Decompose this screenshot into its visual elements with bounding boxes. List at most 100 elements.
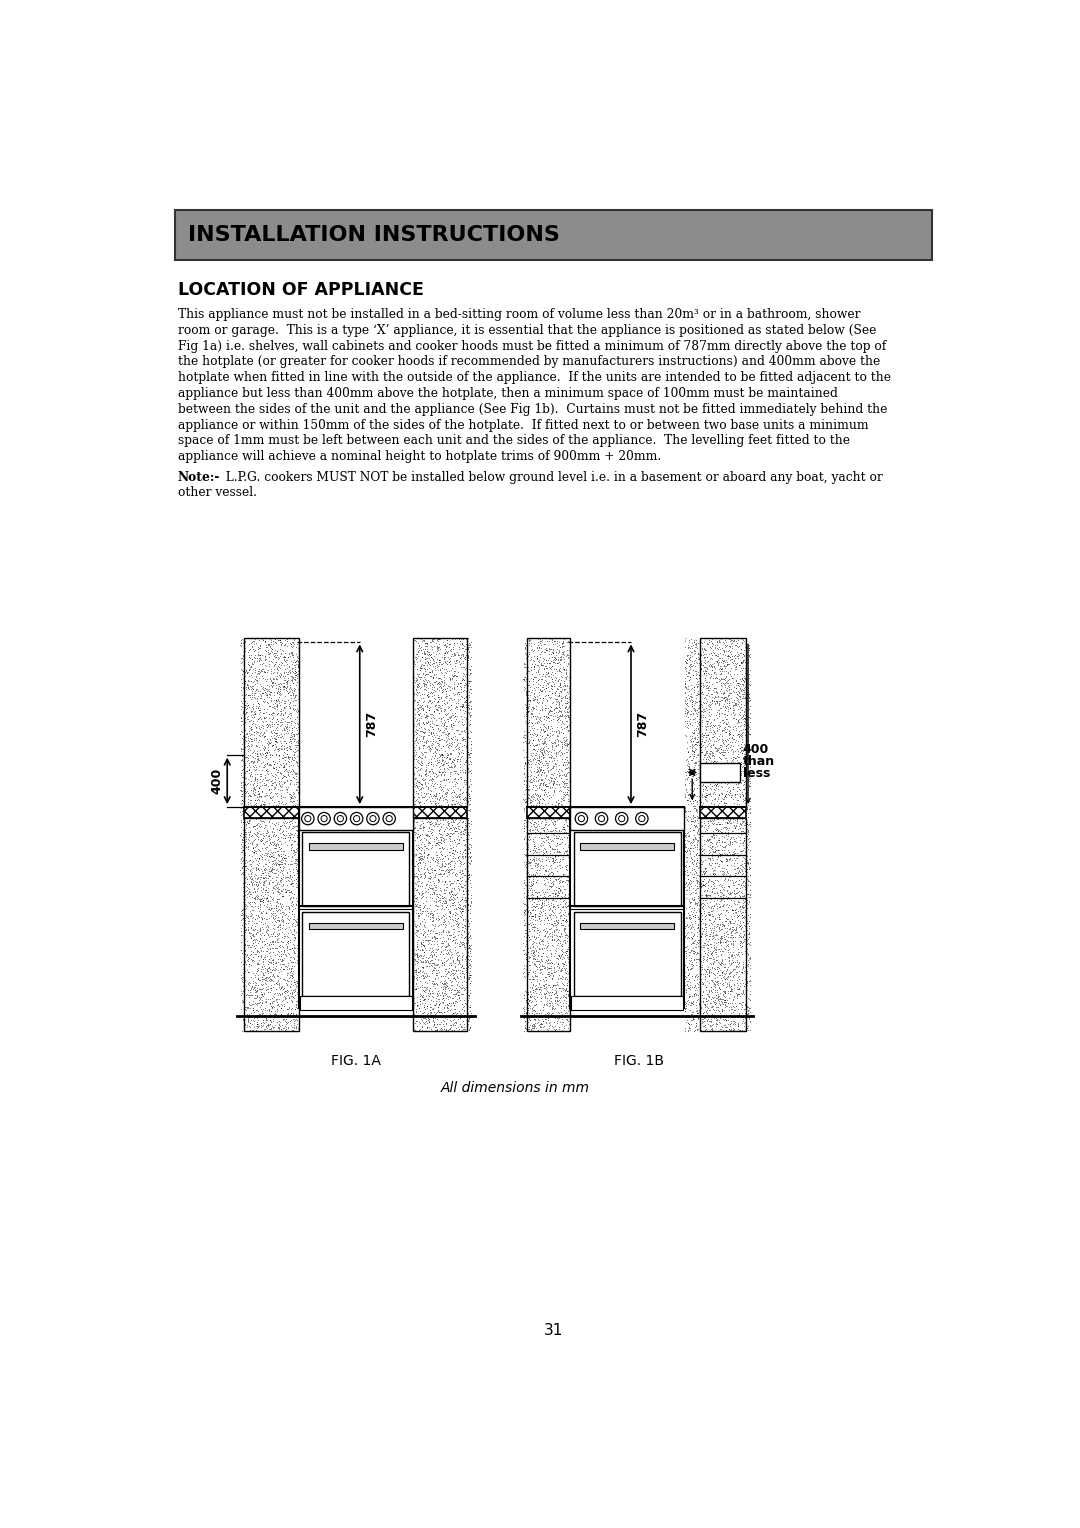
Point — [281, 735, 298, 759]
Point — [424, 677, 442, 701]
Point — [727, 921, 744, 946]
Point — [728, 1019, 745, 1044]
Point — [264, 964, 281, 989]
Point — [714, 874, 731, 898]
Point — [726, 879, 743, 903]
Point — [451, 819, 469, 843]
Point — [245, 750, 262, 775]
Point — [255, 792, 272, 816]
Point — [247, 726, 265, 750]
Point — [414, 726, 431, 750]
Point — [536, 746, 553, 770]
Point — [283, 831, 300, 856]
Point — [686, 833, 703, 857]
Point — [683, 784, 700, 808]
Point — [724, 880, 741, 905]
Point — [554, 1010, 571, 1034]
Point — [729, 996, 746, 1021]
Point — [552, 648, 569, 672]
Point — [677, 882, 694, 906]
Point — [717, 909, 734, 934]
Point — [428, 1001, 445, 1025]
Point — [706, 666, 724, 691]
Point — [534, 848, 551, 872]
Point — [448, 862, 465, 886]
Point — [405, 649, 422, 674]
Point — [731, 813, 748, 837]
Point — [274, 877, 292, 902]
Point — [431, 921, 448, 946]
Point — [703, 894, 720, 918]
Point — [241, 695, 258, 720]
Point — [405, 863, 422, 888]
Point — [232, 824, 249, 848]
Point — [549, 723, 566, 747]
Point — [407, 726, 424, 750]
Point — [727, 718, 744, 743]
Point — [692, 924, 710, 949]
Point — [712, 842, 729, 866]
Point — [410, 816, 428, 840]
Point — [693, 740, 711, 764]
Point — [458, 895, 475, 920]
Point — [408, 950, 426, 975]
Point — [681, 836, 699, 860]
Point — [431, 999, 448, 1024]
Point — [289, 914, 307, 938]
Point — [528, 793, 545, 817]
Point — [529, 787, 546, 811]
Point — [697, 819, 714, 843]
Point — [241, 920, 258, 944]
Point — [677, 724, 694, 749]
Point — [713, 927, 730, 952]
Point — [544, 669, 562, 694]
Point — [694, 891, 712, 915]
Point — [426, 927, 443, 952]
Point — [267, 905, 284, 929]
Point — [713, 685, 730, 709]
Point — [289, 929, 307, 953]
Point — [521, 787, 538, 811]
Point — [719, 683, 737, 707]
Point — [255, 963, 272, 987]
Point — [445, 712, 462, 736]
Point — [727, 920, 744, 944]
Point — [274, 674, 292, 698]
Point — [244, 750, 261, 775]
Point — [698, 828, 715, 853]
Point — [457, 727, 474, 752]
Point — [715, 652, 732, 677]
Point — [677, 944, 694, 969]
Point — [557, 921, 575, 946]
Point — [685, 941, 702, 966]
Point — [234, 730, 252, 755]
Point — [459, 790, 476, 814]
Point — [410, 836, 428, 860]
Point — [243, 926, 260, 950]
Point — [545, 697, 563, 721]
Point — [732, 761, 750, 785]
Point — [259, 888, 276, 912]
Point — [422, 1004, 440, 1028]
Point — [679, 683, 697, 707]
Point — [445, 949, 462, 973]
Point — [526, 834, 543, 859]
Point — [522, 723, 539, 747]
Point — [540, 869, 557, 894]
Point — [426, 947, 443, 972]
Point — [423, 1002, 441, 1027]
Point — [449, 905, 467, 929]
Point — [531, 833, 549, 857]
Point — [449, 915, 467, 940]
Point — [530, 707, 548, 732]
Point — [697, 903, 714, 927]
Point — [545, 837, 563, 862]
Point — [262, 853, 280, 877]
Point — [545, 741, 563, 766]
Point — [406, 842, 423, 866]
Point — [721, 990, 739, 1015]
Point — [557, 964, 575, 989]
Point — [461, 657, 478, 681]
Point — [539, 683, 556, 707]
Point — [521, 1001, 538, 1025]
